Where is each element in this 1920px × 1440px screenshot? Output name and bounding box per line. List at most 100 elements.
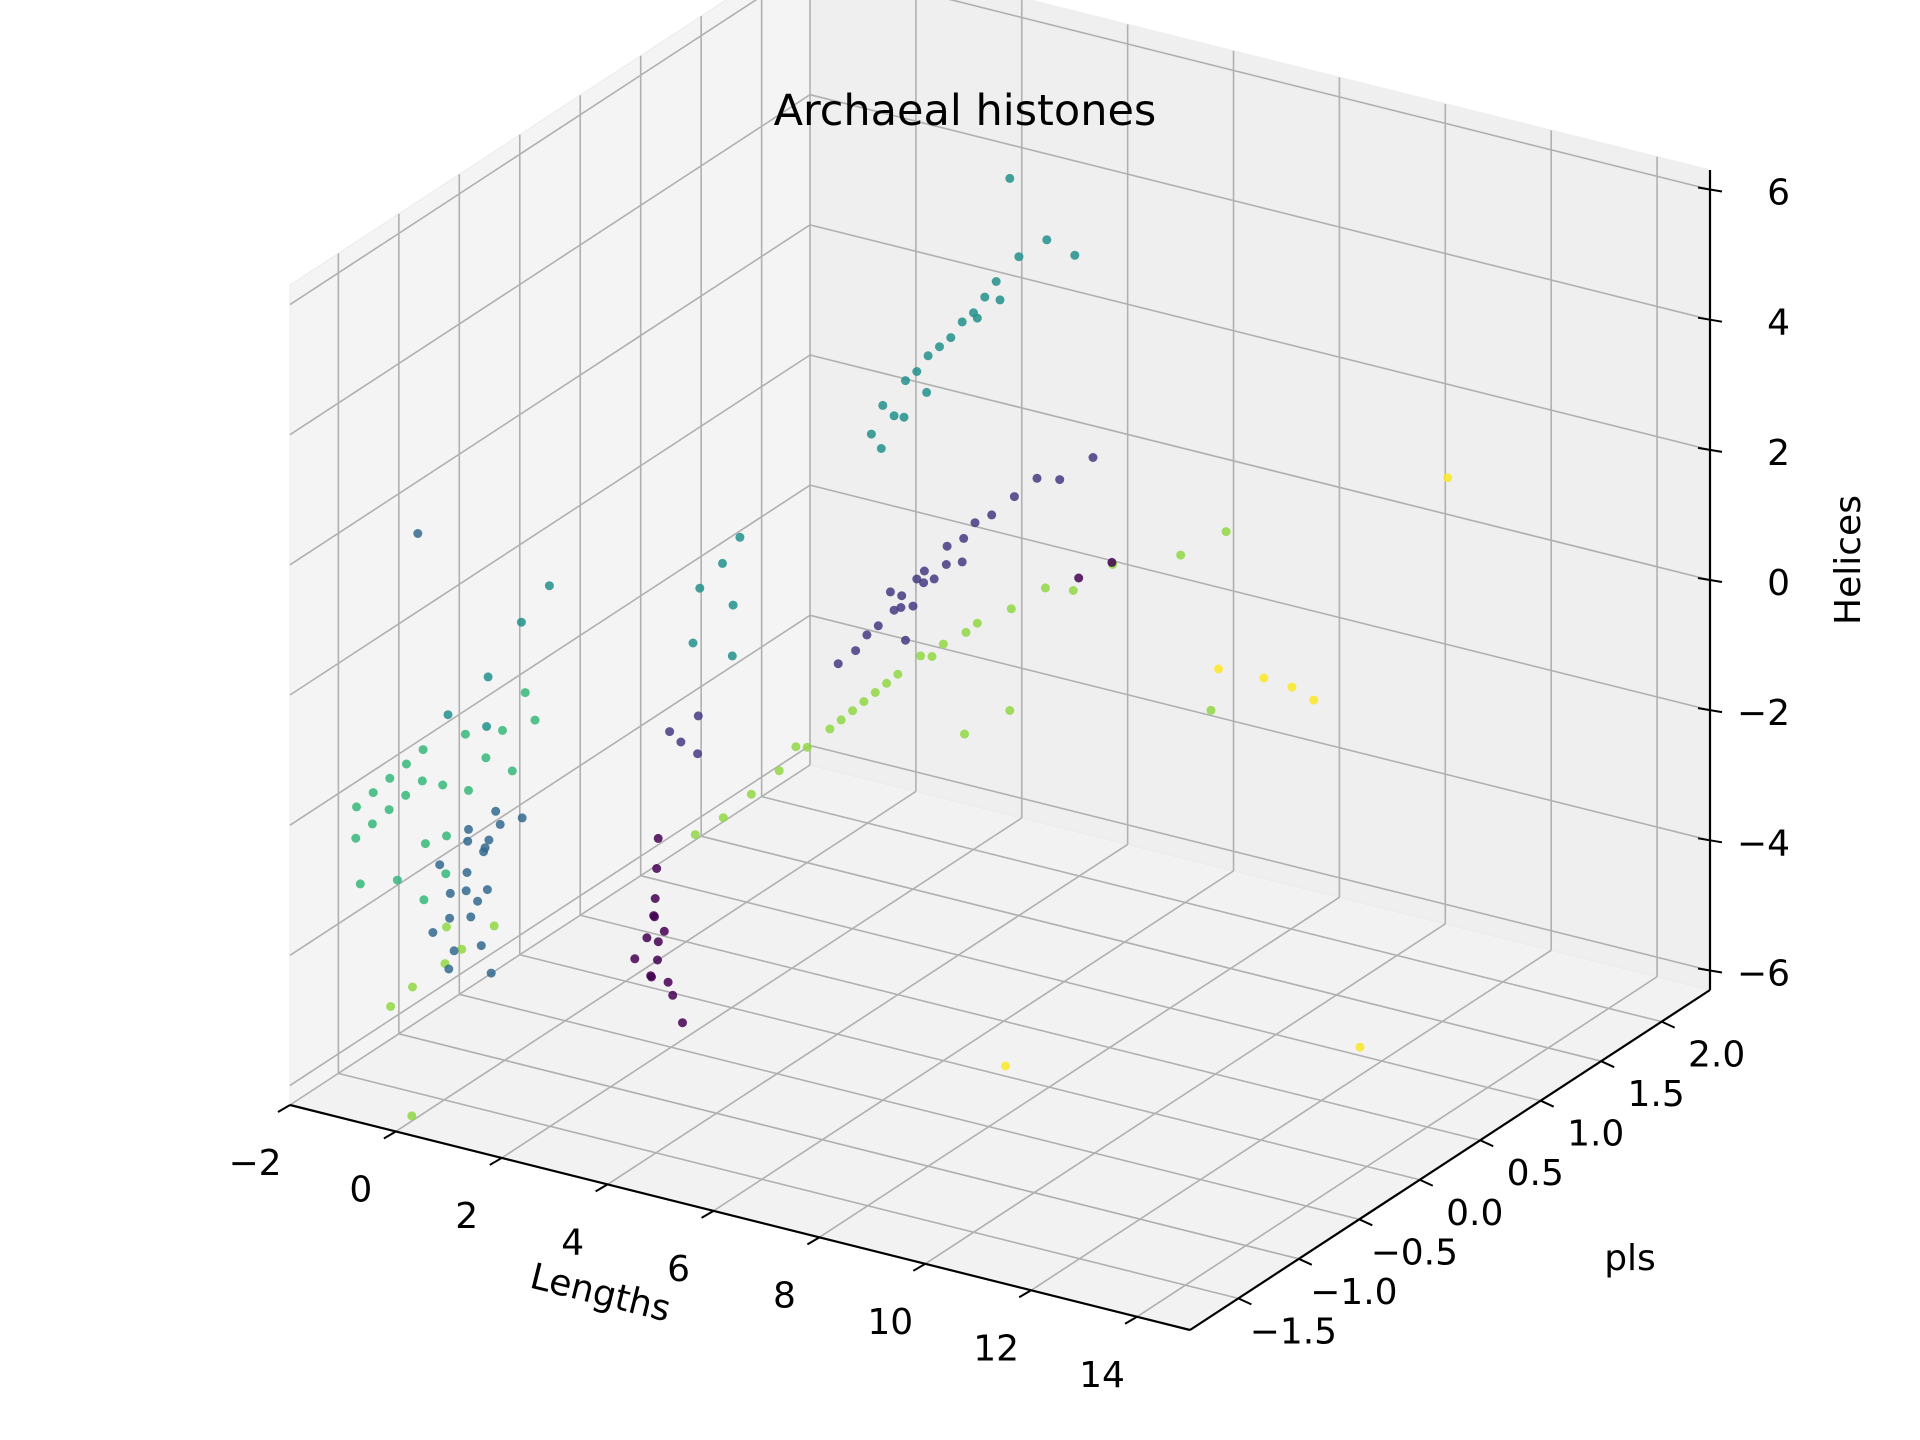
data-point xyxy=(642,933,652,943)
grid-line-z-back xyxy=(809,354,1711,581)
data-point xyxy=(489,921,499,931)
grid-line-x-floor xyxy=(924,923,1446,1265)
grid-line-z-back xyxy=(809,93,1711,321)
z-tick-label: 2 xyxy=(1767,433,1790,474)
grid-line-z-back xyxy=(948,0,1711,191)
data-point xyxy=(444,964,454,974)
data-point xyxy=(941,560,951,569)
y-tick-mark xyxy=(1540,1099,1555,1108)
data-point xyxy=(922,387,932,397)
data-point xyxy=(873,621,883,631)
grid-line-z-back xyxy=(809,224,1711,451)
data-point xyxy=(392,875,402,885)
y-tick-mark xyxy=(1358,1218,1373,1227)
grid-line-z-back xyxy=(809,484,1711,711)
data-point xyxy=(498,725,507,735)
data-point xyxy=(401,759,411,769)
data-point xyxy=(653,937,663,947)
x-tick-label: 14 xyxy=(1079,1355,1125,1396)
grid-line-x-floor xyxy=(1030,949,1552,1291)
grid-line-z-left xyxy=(289,744,811,1087)
data-point xyxy=(957,557,967,567)
data-point xyxy=(690,830,700,840)
grid-line-z-left xyxy=(289,0,758,306)
x-tick-label: 10 xyxy=(867,1302,913,1343)
data-point xyxy=(441,869,451,879)
data-point xyxy=(1000,1061,1010,1071)
data-point xyxy=(1055,475,1065,485)
y-tick-mark xyxy=(1600,1060,1615,1069)
grid-line-z-left xyxy=(289,614,811,956)
y-tick-mark xyxy=(1298,1257,1313,1266)
grid-line-x-floor xyxy=(1136,976,1658,1318)
grid-line-x-floor xyxy=(818,896,1340,1239)
grid-line-y-floor xyxy=(640,874,1541,1102)
data-point xyxy=(912,367,922,376)
data-point xyxy=(859,697,869,707)
data-point xyxy=(462,868,472,877)
y-tick-label: 1.5 xyxy=(1628,1074,1685,1115)
data-point xyxy=(407,1111,417,1121)
data-point xyxy=(678,1018,687,1028)
data-point xyxy=(630,954,640,964)
grid-line-z-left xyxy=(289,354,811,696)
data-point xyxy=(418,745,428,755)
data-point xyxy=(848,706,858,716)
y-tick-label: 0.0 xyxy=(1446,1193,1503,1234)
data-point xyxy=(693,749,703,759)
data-point xyxy=(445,888,455,898)
x-tick-mark xyxy=(383,1130,397,1140)
data-point xyxy=(870,688,880,697)
chart-title: Archaeal histones xyxy=(774,86,1157,136)
grid-line-x-floor xyxy=(501,817,1023,1159)
data-point xyxy=(386,1002,396,1011)
y-tick-label: −1.5 xyxy=(1250,1311,1337,1352)
data-point xyxy=(960,729,969,739)
z-tick-label: −4 xyxy=(1737,823,1790,864)
data-point xyxy=(876,444,886,453)
z-tick-label: 4 xyxy=(1767,303,1790,344)
data-point xyxy=(1032,473,1042,483)
x-tick-mark xyxy=(806,1236,820,1246)
data-point xyxy=(1009,492,1019,502)
grid-line-y-floor xyxy=(338,1072,1239,1300)
data-point xyxy=(912,574,922,584)
data-point xyxy=(419,895,429,905)
data-point xyxy=(1074,573,1084,583)
z-tick-mark xyxy=(1697,186,1723,193)
data-point xyxy=(995,295,1005,305)
data-point xyxy=(442,831,451,841)
data-point xyxy=(791,742,801,752)
z-tick-mark xyxy=(1697,316,1723,323)
data-point xyxy=(463,836,473,846)
data-point xyxy=(445,913,455,923)
x-tick-mark xyxy=(489,1157,503,1166)
data-point xyxy=(435,860,445,870)
data-point xyxy=(1176,550,1186,560)
data-point xyxy=(653,955,662,965)
data-point xyxy=(901,376,910,386)
data-point xyxy=(916,651,926,661)
grid-line-y-floor xyxy=(580,914,1481,1142)
data-point xyxy=(935,342,944,352)
grid-line-y-floor xyxy=(459,993,1360,1221)
data-point xyxy=(491,806,501,816)
z-axis-title: Helices xyxy=(1828,495,1869,625)
data-point xyxy=(473,896,483,906)
data-point xyxy=(1040,583,1050,593)
data-point xyxy=(972,618,982,628)
data-point xyxy=(908,601,918,611)
axes-gridlines xyxy=(289,0,1711,1318)
x-tick-mark xyxy=(1124,1315,1138,1325)
data-point xyxy=(384,805,394,815)
grid-line-y-floor xyxy=(700,835,1602,1062)
data-point xyxy=(1107,557,1117,567)
data-point xyxy=(942,541,952,551)
y-tick-label: 1.0 xyxy=(1567,1114,1624,1155)
data-point xyxy=(482,885,492,895)
data-point xyxy=(897,591,907,601)
data-point xyxy=(1221,527,1231,537)
z-tick-label: 6 xyxy=(1767,173,1790,214)
data-point xyxy=(899,412,909,422)
data-point xyxy=(420,839,430,849)
